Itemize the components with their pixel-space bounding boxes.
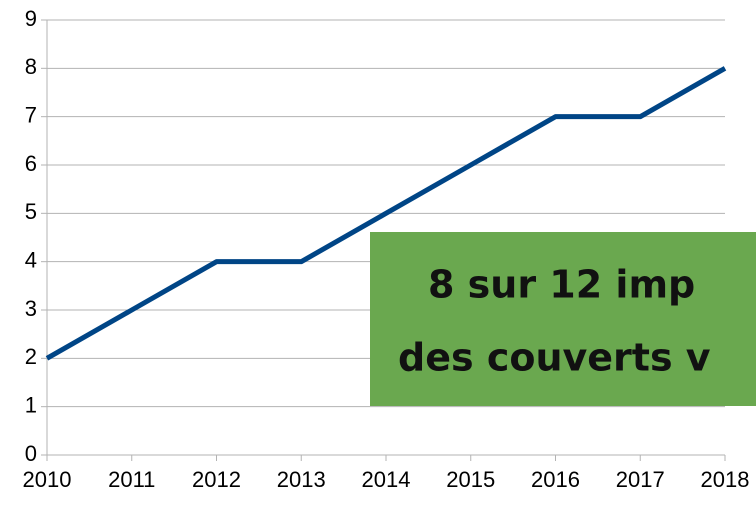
y-tick-label: 9 [25, 6, 37, 31]
annotation: 8 sur 12 imp [428, 263, 695, 307]
annotation-box [370, 232, 756, 406]
y-tick-label: 1 [25, 392, 37, 417]
y-tick-label: 4 [25, 247, 37, 272]
x-tick-label: 2018 [701, 467, 750, 492]
line [45, 66, 727, 361]
y-tick-label: 2 [25, 344, 37, 369]
x-tick-label: 2013 [277, 467, 326, 492]
y-tick-label: 8 [25, 54, 37, 79]
annotation: des couverts v [398, 336, 711, 380]
x-tick-label: 2016 [531, 467, 580, 492]
y-tick-label: 7 [25, 102, 37, 127]
x-tick-label: 2012 [192, 467, 241, 492]
y-tick-label: 0 [25, 441, 37, 466]
x-tick-label: 2014 [362, 467, 411, 492]
x-tick-label: 2017 [616, 467, 665, 492]
y-tick-label: 6 [25, 151, 37, 176]
x-tick-label: 2015 [446, 467, 495, 492]
x-tick-label: 2010 [23, 467, 72, 492]
x-tick-label: 2011 [108, 467, 155, 492]
y-tick-label: 3 [25, 296, 37, 321]
y-tick-label: 5 [25, 199, 37, 224]
